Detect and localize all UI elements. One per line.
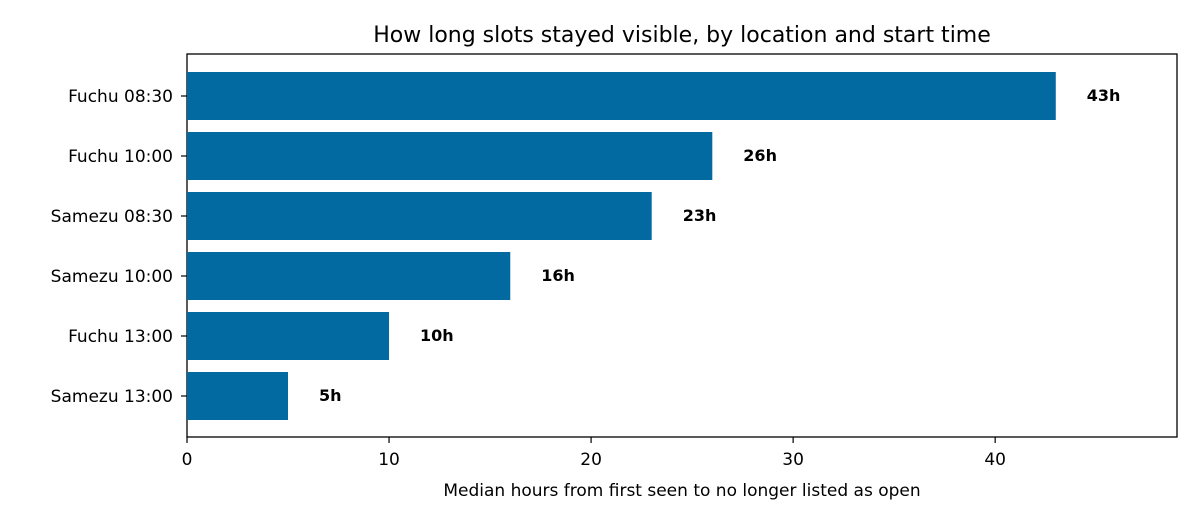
- plot-area-frame: [186, 53, 1178, 438]
- x-axis-ticks: 0 10 20 30 40: [182, 437, 1006, 470]
- x-tick-label: 40: [984, 450, 1006, 470]
- bar: [187, 312, 390, 360]
- value-labels-group: 43h 26h 23h 16h 10h 5h: [319, 86, 1120, 405]
- bar: [187, 252, 511, 300]
- bar-value-label: 5h: [319, 386, 342, 405]
- chart-title: How long slots stayed visible, by locati…: [373, 23, 991, 48]
- bar-value-label: 23h: [683, 206, 717, 225]
- y-tick-label: Fuchu 13:00: [68, 327, 173, 347]
- bar-value-label: 16h: [541, 266, 575, 285]
- bar: [187, 192, 652, 240]
- y-tick-label: Samezu 08:30: [51, 207, 173, 227]
- y-tick-label: Samezu 10:00: [51, 267, 173, 287]
- x-tick-label: 30: [782, 450, 804, 470]
- bar-value-label: 10h: [420, 326, 454, 345]
- bars-group: [187, 72, 1056, 420]
- y-axis-ticks: Fuchu 08:30 Fuchu 10:00 Samezu 08:30 Samezu…: [51, 87, 187, 407]
- x-tick-label: 20: [580, 450, 602, 470]
- bar: [187, 372, 289, 420]
- x-tick-label: 10: [378, 450, 400, 470]
- x-axis-label: Median hours from first seen to no longe…: [443, 481, 920, 501]
- bar: [187, 72, 1056, 120]
- y-tick-label: Fuchu 10:00: [68, 147, 173, 167]
- bar-value-label: 43h: [1087, 86, 1121, 105]
- bar-value-label: 26h: [743, 146, 777, 165]
- y-tick-label: Fuchu 08:30: [68, 87, 173, 107]
- x-tick-label: 0: [182, 450, 193, 470]
- bar: [187, 132, 713, 180]
- y-tick-label: Samezu 13:00: [51, 387, 173, 407]
